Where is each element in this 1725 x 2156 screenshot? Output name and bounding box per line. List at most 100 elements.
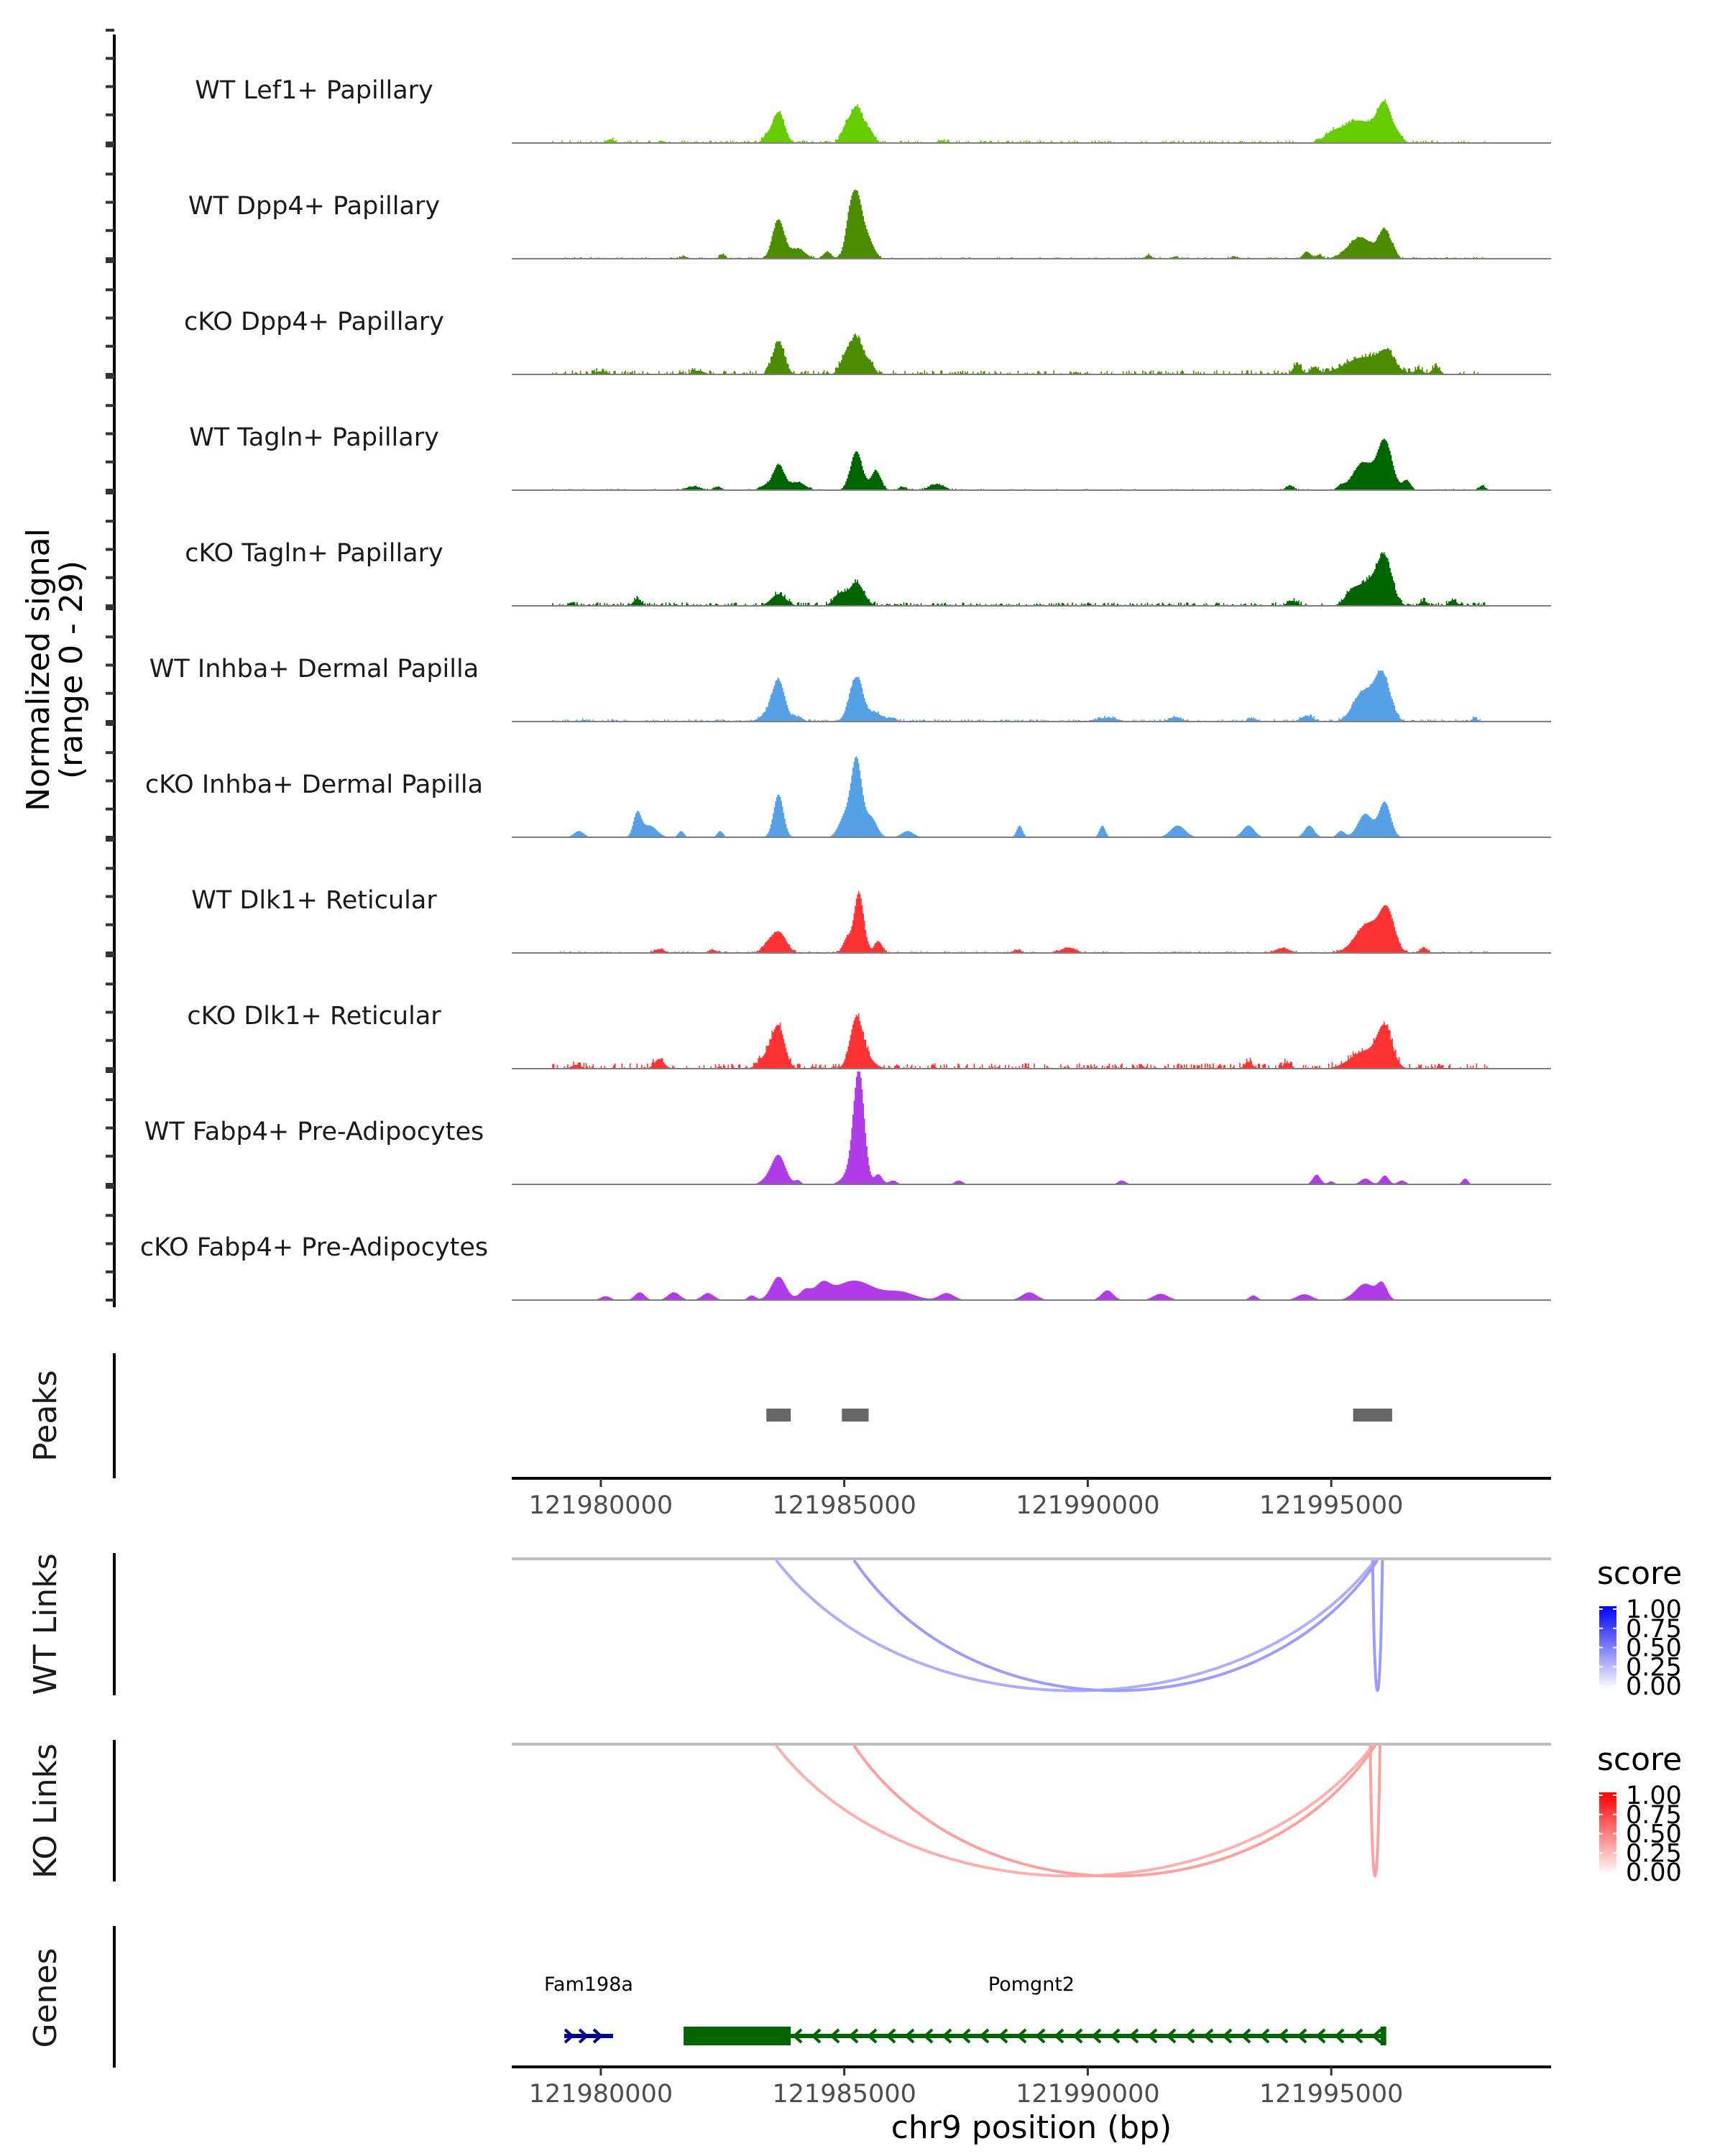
x-tick-label: 121980000 — [529, 2080, 673, 2109]
link-arc — [1371, 1560, 1384, 1692]
coverage-area — [512, 1276, 1551, 1300]
legend-tick-label: 0.75 — [1626, 1615, 1682, 1644]
strand-arrow-icon — [942, 2028, 952, 2044]
strand-arrow-icon — [1110, 2028, 1121, 2044]
x-tick-label: 121980000 — [529, 1491, 673, 1520]
peak-region — [766, 1409, 791, 1422]
strand-arrow-icon — [1297, 2028, 1307, 2044]
ko-link-arcs — [775, 1744, 1381, 1878]
coverage-track: WT Lef1+ Papillary — [195, 76, 1551, 144]
strand-arrow-icon — [923, 2028, 934, 2044]
genes-panel-label: Genes — [27, 1948, 64, 2047]
peaks-panel: Peaks — [27, 1353, 1392, 1478]
y-axis-title: Normalized signal (range 0 - 29) — [20, 528, 90, 811]
gene-exon — [684, 2027, 791, 2045]
y-axis-title-line2: (range 0 - 29) — [53, 561, 90, 779]
wt-link-arcs — [775, 1559, 1384, 1692]
gene-model: Pomgnt2 — [684, 1973, 1386, 2045]
coverage-y-axis-ticks — [106, 29, 114, 1302]
gene-model: Fam198a — [544, 1973, 633, 2044]
strand-arrow-icon — [904, 2028, 915, 2044]
strand-arrow-icon — [1222, 2028, 1233, 2044]
legend-tick-label: 1.00 — [1626, 1595, 1682, 1624]
peak-regions — [766, 1409, 1392, 1422]
y-axis-title-line1: Normalized signal — [20, 528, 57, 811]
strand-arrow-icon — [1241, 2028, 1251, 2044]
coverage-area — [512, 189, 1551, 259]
peak-region — [842, 1409, 869, 1422]
coverage-area — [512, 1072, 1551, 1184]
strand-arrow-icon — [1054, 2028, 1064, 2044]
track-label: cKO Dpp4+ Papillary — [184, 308, 444, 336]
strand-arrow-icon — [792, 2028, 803, 2044]
strand-arrow-icon — [1035, 2028, 1046, 2044]
legend-tick-label: 1.00 — [1626, 1782, 1682, 1810]
gene-label: Fam198a — [544, 1973, 633, 1996]
coverage-track: cKO Fabp4+ Pre-Adipocytes — [140, 1233, 1551, 1301]
genes-panel: Genes Fam198a Pomgnt2 — [27, 1926, 1386, 2068]
gene-label: Pomgnt2 — [988, 1973, 1075, 1996]
strand-arrow-icon — [1259, 2028, 1270, 2044]
track-label: WT Dlk1+ Reticular — [191, 886, 437, 915]
peak-region — [1353, 1409, 1392, 1422]
strand-arrow-icon — [1016, 2028, 1027, 2044]
strand-arrow-icon — [1334, 2028, 1345, 2044]
strand-arrow-icon — [998, 2028, 1008, 2044]
strand-arrow-icon — [1184, 2028, 1195, 2044]
coverage-area — [512, 552, 1551, 606]
x-tick-label: 121985000 — [772, 2080, 916, 2109]
link-arc — [775, 1559, 1376, 1692]
coverage-area — [512, 1013, 1551, 1069]
coverage-track: WT Tagln+ Papillary — [189, 423, 1551, 491]
gene-exon — [1380, 2027, 1386, 2045]
strand-arrow-icon — [1353, 2028, 1363, 2044]
track-label: cKO Inhba+ Dermal Papilla — [145, 770, 483, 799]
wt-legend-title: score — [1597, 1555, 1682, 1592]
strand-arrow-icon — [960, 2028, 971, 2044]
strand-arrow-icon — [1091, 2028, 1102, 2044]
strand-arrow-icon — [886, 2028, 896, 2044]
coverage-track: WT Fabp4+ Pre-Adipocytes — [144, 1072, 1551, 1185]
strand-arrow-icon — [1371, 2028, 1382, 2044]
coverage-track: WT Inhba+ Dermal Papilla — [150, 655, 1551, 722]
legend-tick-label: 0.75 — [1626, 1801, 1682, 1830]
link-arc — [1368, 1745, 1381, 1878]
coverage-track: WT Dpp4+ Papillary — [188, 189, 1551, 259]
strand-arrow-icon — [1278, 2028, 1289, 2044]
strand-arrow-icon — [1166, 2028, 1177, 2044]
legend-tick-label: 0.00 — [1626, 1858, 1682, 1887]
strand-arrow-icon — [592, 2028, 604, 2044]
ko-links-panel: KO Links — [27, 1740, 1551, 1881]
x-tick-label: 121995000 — [1259, 1491, 1403, 1520]
coverage-track: WT Dlk1+ Reticular — [191, 886, 1551, 954]
strand-arrow-icon — [848, 2028, 859, 2044]
legend-tick-label: 0.25 — [1626, 1839, 1682, 1868]
wt-legend-ticks: 1.000.750.500.250.00 — [1599, 1595, 1682, 1701]
track-label: cKO Tagln+ Papillary — [185, 539, 443, 568]
x-tick-label: 121990000 — [1016, 2080, 1159, 2109]
ko-links-label: KO Links — [27, 1743, 64, 1879]
track-label: WT Inhba+ Dermal Papilla — [150, 655, 479, 683]
x-axis-title: chr9 position (bp) — [891, 2109, 1172, 2146]
coverage-area — [512, 670, 1551, 722]
peaks-panel-label: Peaks — [27, 1370, 64, 1461]
link-arc — [852, 1744, 1376, 1878]
track-label: WT Fabp4+ Pre-Adipocytes — [144, 1118, 484, 1146]
strand-arrow-icon — [811, 2028, 822, 2044]
x-axis-bottom: 121980000 121985000 121990000 121995000 — [512, 2065, 1551, 2109]
ko-score-legend: score 1.000.750.500.250.00 — [1597, 1741, 1682, 1887]
track-label: WT Tagln+ Papillary — [189, 423, 439, 452]
legend-tick-label: 0.25 — [1626, 1653, 1682, 1682]
ko-legend-ticks: 1.000.750.500.250.00 — [1599, 1782, 1682, 1887]
strand-arrow-icon — [1128, 2028, 1139, 2044]
x-tick-label: 121985000 — [772, 1491, 916, 1520]
wt-links-label: WT Links — [27, 1553, 64, 1695]
legend-tick-label: 0.00 — [1626, 1672, 1682, 1701]
strand-arrow-icon — [1203, 2028, 1214, 2044]
strand-arrow-icon — [1315, 2028, 1326, 2044]
strand-arrow-icon — [867, 2028, 878, 2044]
track-label: cKO Dlk1+ Reticular — [187, 1002, 441, 1031]
coverage-track: cKO Dpp4+ Papillary — [184, 308, 1551, 375]
ko-legend-title: score — [1597, 1741, 1682, 1778]
